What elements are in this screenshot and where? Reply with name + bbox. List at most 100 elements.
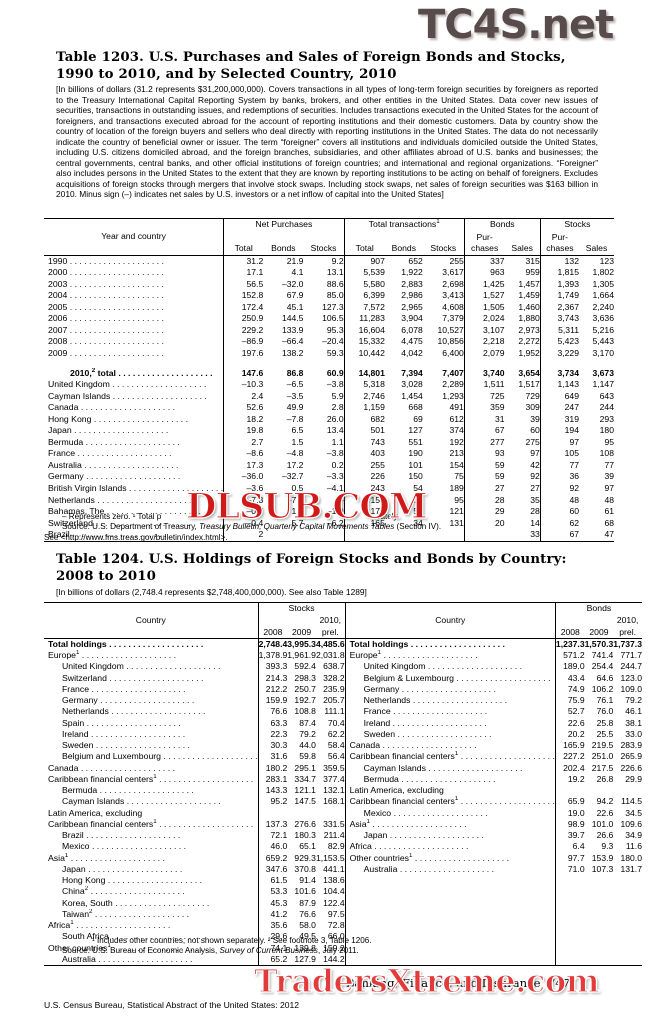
row-stub: Canada . . . . . . . . . . . . . . . . .… bbox=[48, 402, 175, 413]
table-1204-footnotes: ¹ Includes other countries, not shown se… bbox=[44, 936, 614, 957]
row-stub: Japan . . . . . . . . . . . . . . . . . … bbox=[344, 830, 556, 842]
cell-8: 649 bbox=[539, 390, 579, 403]
table-1203-title: Table 1203. U.S. Purchases and Sales of … bbox=[56, 50, 566, 82]
row-stub: Other countries1 . . . . . . . . . . . .… bbox=[48, 942, 208, 953]
stocks-cell-0: 212.2 bbox=[257, 683, 288, 695]
cell-8: 319 bbox=[539, 413, 579, 426]
footer-census-bureau: U.S. Census Bureau, Statistical Abstract… bbox=[44, 1000, 300, 1010]
stocks-cell-1: 192.7 bbox=[294, 695, 316, 705]
row-stub: Taiwan2 . . . . . . . . . . . . . . . . … bbox=[62, 908, 190, 919]
stocks-cell-0: 74.1 bbox=[257, 942, 288, 954]
row-stub: Other countries1 . . . . . . . . . . . .… bbox=[344, 852, 556, 864]
subheader-2010-l1-bonds: 2010, bbox=[616, 615, 639, 626]
cell-9: 47 bbox=[604, 529, 614, 540]
subheader-l1-1 bbox=[263, 232, 303, 244]
stocks-cell-0: 72.1 bbox=[257, 830, 288, 842]
table-row: Caribbean financial centers1 . . . . . .… bbox=[44, 818, 642, 830]
cell-0: 2.7 bbox=[223, 436, 264, 449]
cell-4: 57 bbox=[413, 506, 423, 517]
bonds-cell-1 bbox=[585, 909, 614, 920]
table-row: South Africa . . . . . . . . . . . . . .… bbox=[44, 931, 642, 943]
table-row: Germany . . . . . . . . . . . . . . . . … bbox=[44, 695, 642, 707]
cell-2: 13.4 bbox=[326, 425, 344, 436]
cell-3: 5,539 bbox=[343, 267, 385, 279]
bonds-cell-2: 79.2 bbox=[625, 695, 642, 705]
row-stub: Hong Kong . . . . . . . . . . . . . . . … bbox=[48, 413, 189, 424]
row-stub: 2007 . . . . . . . . . . . . . . . . . .… bbox=[48, 324, 164, 335]
table-row: Bermuda . . . . . . . . . . . . . . . . … bbox=[44, 785, 642, 797]
table-1203-body: 1990 . . . . . . . . . . . . . . . . . .… bbox=[44, 255, 614, 543]
cell-5: 131 bbox=[449, 517, 464, 528]
group-header-bonds-1204: Bonds bbox=[554, 602, 642, 616]
stocks-cell-1: 180.3 bbox=[294, 830, 316, 840]
cell-4: 150 bbox=[408, 471, 423, 482]
bonds-cell-1: 101.0 bbox=[591, 818, 614, 829]
row-stub: Germany . . . . . . . . . . . . . . . . … bbox=[62, 695, 195, 705]
cell-8: 3,229 bbox=[539, 348, 579, 360]
cell-9: 108 bbox=[599, 448, 614, 459]
cell-9: 61 bbox=[604, 506, 614, 517]
cell-4: 34 bbox=[413, 517, 423, 528]
row-stub: Australia . . . . . . . . . . . . . . . … bbox=[48, 459, 179, 470]
cell-9: 5,216 bbox=[592, 324, 614, 335]
cell-6: 20 bbox=[463, 517, 505, 530]
bonds-cell-0: 6.4 bbox=[554, 841, 585, 853]
table-row: Taiwan2 . . . . . . . . . . . . . . . . … bbox=[44, 908, 642, 920]
table-row: Brazil . . . . . . . . . . . . . . . . .… bbox=[44, 529, 614, 542]
bonds-cell-1 bbox=[585, 785, 614, 796]
table-row: Switzerland . . . . . . . . . . . . . . … bbox=[44, 517, 614, 530]
row-stub: Europe1 . . . . . . . . . . . . . . . . … bbox=[344, 650, 556, 662]
cell-1: 67.9 bbox=[286, 290, 304, 301]
subheader-l1-3 bbox=[343, 231, 385, 244]
cell-2: 5.9 bbox=[331, 390, 344, 401]
stocks-cell-2: 97.5 bbox=[327, 908, 345, 919]
cell-6 bbox=[463, 529, 505, 542]
bonds-cell-2: 771.7 bbox=[620, 650, 642, 660]
cell-9: 3,673 bbox=[592, 367, 614, 378]
table-1204-stub-header-bonds: Country bbox=[344, 602, 556, 639]
cell-9: 68 bbox=[604, 517, 614, 528]
cell-7: 92 bbox=[530, 471, 540, 482]
bonds-cell-0 bbox=[554, 886, 585, 898]
row-stub: Latin America, excluding bbox=[344, 785, 556, 797]
subheader-2009-l1-stocks bbox=[287, 615, 316, 626]
row-stub: China2 . . . . . . . . . . . . . . . . .… bbox=[62, 886, 185, 897]
cell-0: –7.3 bbox=[223, 494, 264, 507]
cell-4: 1,454 bbox=[401, 390, 423, 401]
bonds-cell-0 bbox=[554, 908, 585, 920]
cell-5: 7,407 bbox=[442, 367, 464, 378]
cell-0: 31.2 bbox=[223, 255, 264, 268]
bonds-cell-2 bbox=[613, 875, 642, 886]
row-stub: United Kingdom . . . . . . . . . . . . .… bbox=[344, 661, 556, 673]
cell-2: 85.0 bbox=[326, 290, 344, 301]
cell-7: 97 bbox=[530, 448, 540, 459]
table-row: Sweden . . . . . . . . . . . . . . . . .… bbox=[44, 740, 642, 752]
bonds-cell-1: 153.9 bbox=[591, 852, 614, 863]
bonds-cell-1: 94.2 bbox=[596, 796, 614, 807]
table-row: Hong Kong . . . . . . . . . . . . . . . … bbox=[44, 413, 614, 426]
stocks-cell-0: 214.3 bbox=[257, 672, 288, 684]
stocks-cell-1: 370.8 bbox=[294, 863, 316, 874]
cell-3: 158 bbox=[343, 494, 385, 507]
table-1204-title: Table 1204. U.S. Holdings of Foreign Sto… bbox=[56, 552, 567, 584]
row-stub: Brazil . . . . . . . . . . . . . . . . .… bbox=[62, 830, 181, 840]
stocks-cell-2: 4,485.6 bbox=[315, 638, 345, 649]
cell-7: 28 bbox=[530, 506, 540, 517]
cell-0: 2 bbox=[223, 529, 264, 542]
bonds-cell-2: 123.0 bbox=[620, 672, 642, 683]
row-stub: Bahamas, The . . . . . . . . . . . . . .… bbox=[48, 506, 201, 517]
table-1204-source: Source: U.S. Bureau of Economic Analysis… bbox=[44, 946, 614, 956]
cell-5: 3,413 bbox=[442, 290, 464, 301]
row-stub: 2000 . . . . . . . . . . . . . . . . . .… bbox=[48, 267, 164, 278]
cell-8: 48 bbox=[539, 494, 579, 507]
subheader-2010-bonds: prel. bbox=[619, 626, 636, 637]
cell-6: 29 bbox=[463, 506, 505, 518]
row-stub: France . . . . . . . . . . . . . . . . .… bbox=[62, 683, 186, 694]
footer-page-number: 747 bbox=[547, 976, 570, 990]
table-row: Africa1 . . . . . . . . . . . . . . . . … bbox=[44, 920, 642, 932]
cell-3 bbox=[343, 529, 385, 542]
bonds-cell-1: 251.0 bbox=[591, 751, 614, 762]
bonds-cell-0: 98.9 bbox=[554, 818, 585, 830]
bonds-cell-0: 19.0 bbox=[554, 807, 585, 819]
cell-4: 127 bbox=[408, 425, 423, 436]
